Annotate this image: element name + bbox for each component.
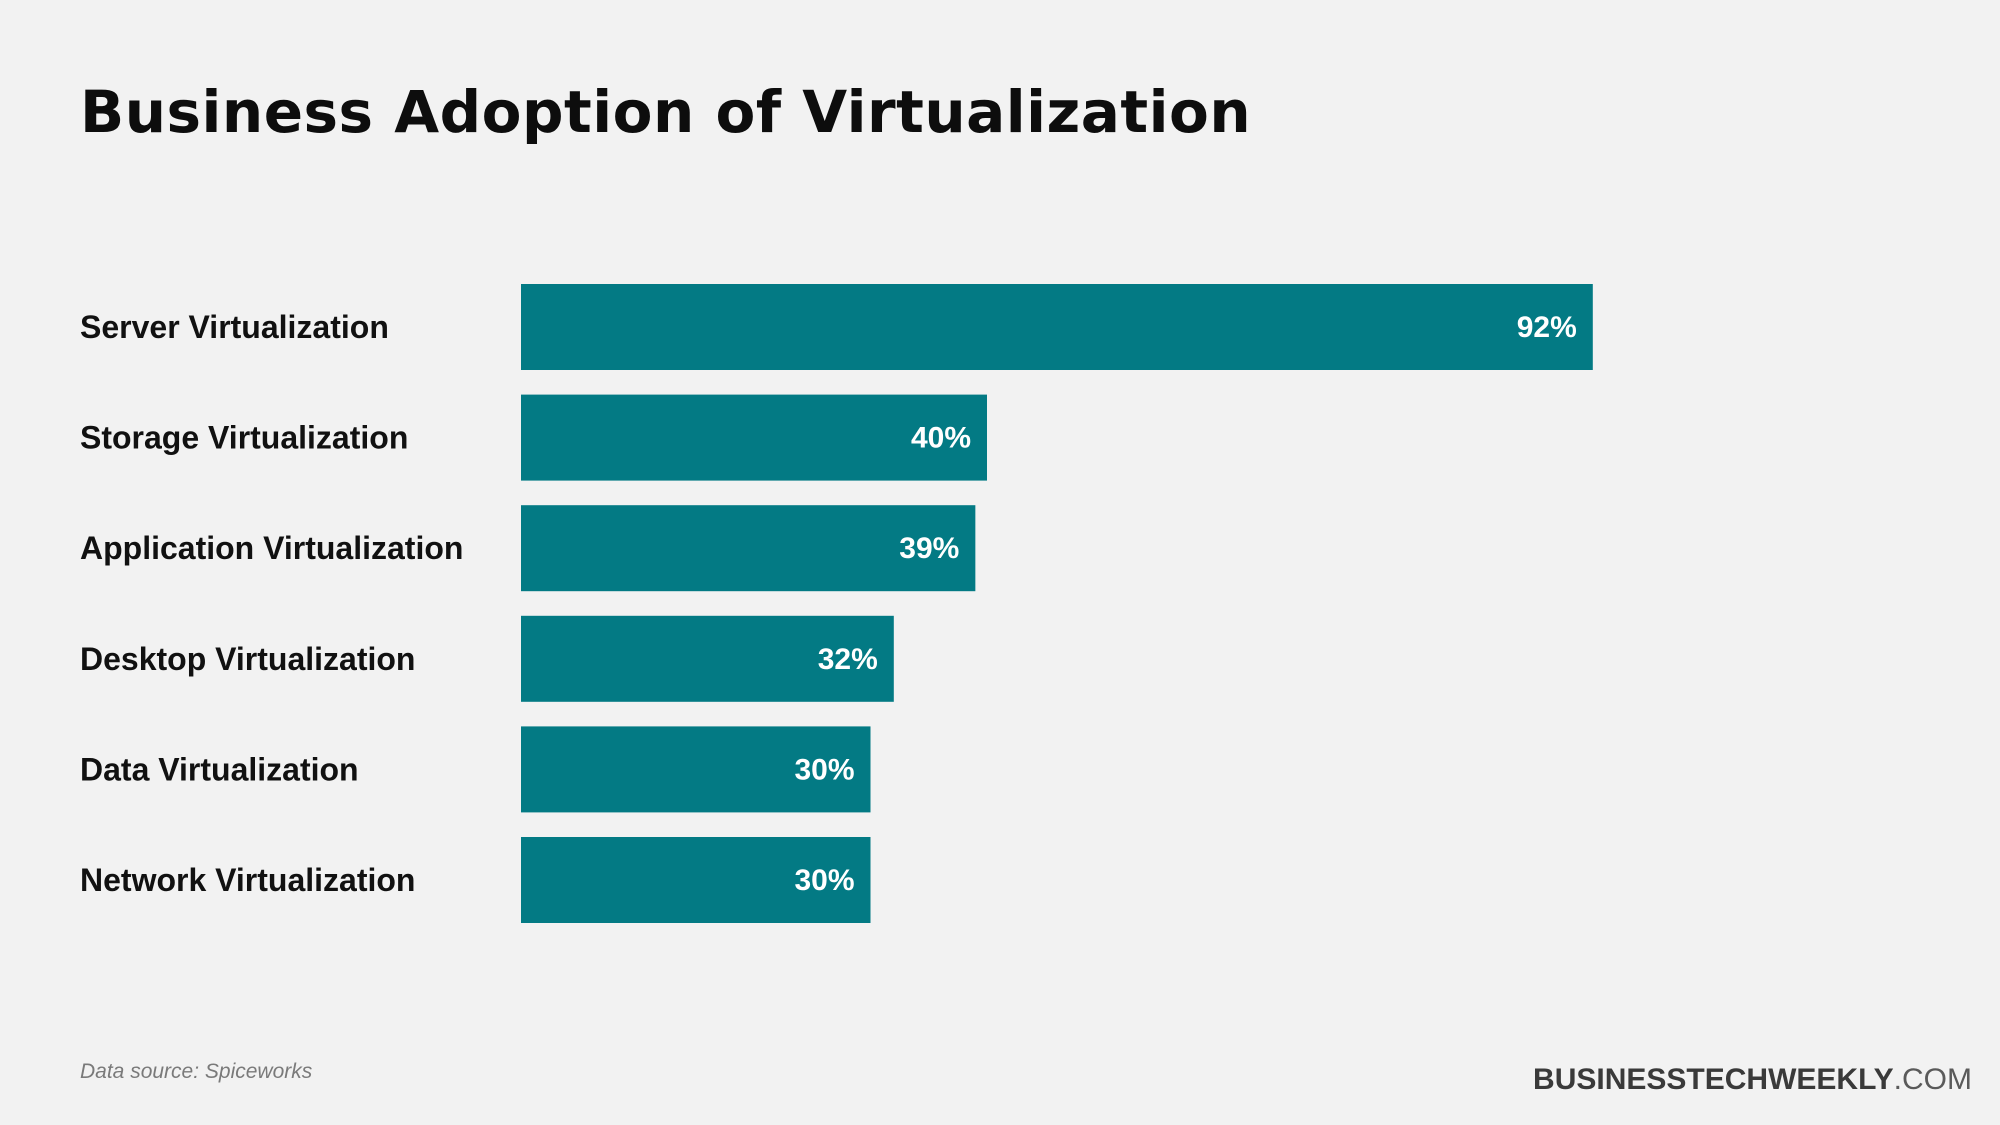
category-label-1: Storage Virtualization (80, 420, 408, 456)
bar-0 (521, 284, 1593, 370)
category-label-3: Desktop Virtualization (80, 641, 415, 677)
value-label-3: 32% (818, 643, 878, 676)
bar-3 (521, 615, 894, 702)
value-label-1: 40% (911, 422, 971, 455)
brand-wordmark: BUSINESSTECHWEEKLY.COM (1533, 1063, 1972, 1097)
bar-4 (521, 726, 871, 813)
category-label-2: Application Virtualization (80, 530, 463, 566)
category-label-0: Server Virtualization (80, 309, 389, 345)
value-label-2: 39% (899, 532, 959, 565)
category-label-4: Data Virtualization (80, 751, 359, 787)
brand-domain: .COM (1893, 1063, 1972, 1096)
value-label-0: 92% (1517, 311, 1577, 344)
brand-name: BUSINESSTECHWEEKLY (1533, 1063, 1894, 1096)
bar-5 (521, 837, 871, 923)
data-source-note: Data source: Spiceworks (80, 1060, 313, 1083)
value-label-5: 30% (794, 864, 854, 897)
value-label-4: 30% (794, 753, 854, 786)
category-label-5: Network Virtualization (80, 862, 415, 898)
bar-2 (521, 505, 976, 592)
bar-1 (521, 394, 987, 481)
chart-title: Business Adoption of Virtualization (80, 78, 1252, 146)
